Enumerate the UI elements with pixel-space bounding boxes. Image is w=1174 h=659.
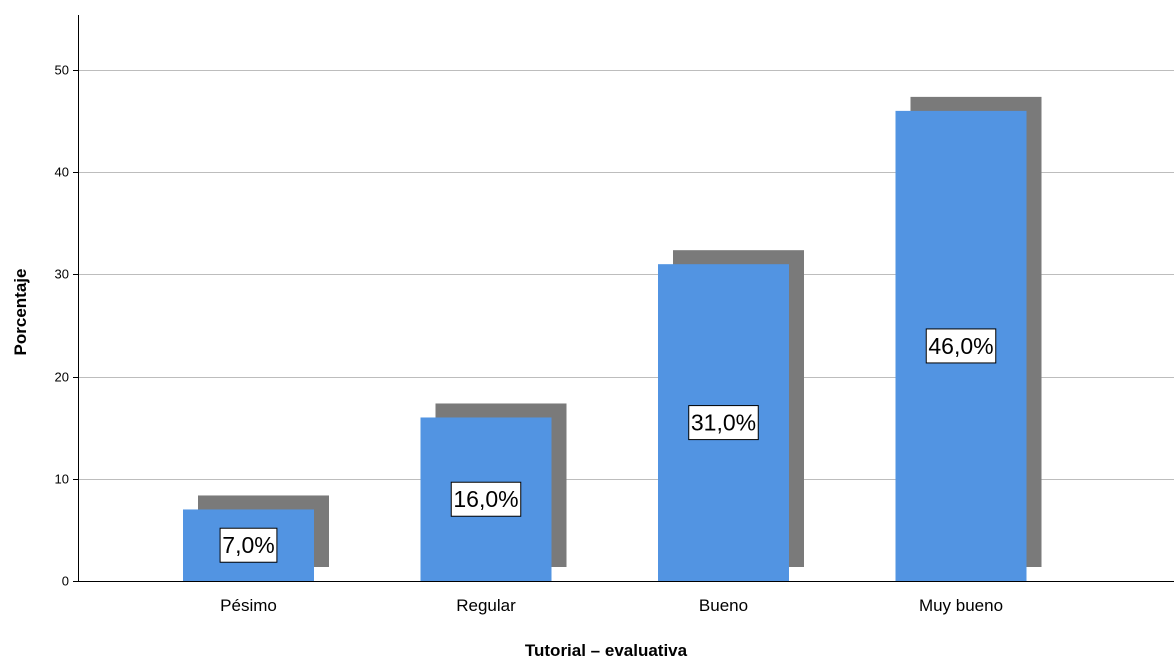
y-axis-ticks: 0 10 20 30 40 50 (55, 63, 78, 589)
x-category-label: Pésimo (220, 596, 277, 615)
y-axis-title: Porcentaje (11, 269, 30, 356)
bars: 7,0% 16,0% 31,0% 46,0% (183, 97, 1042, 581)
x-category-label: Regular (456, 596, 516, 615)
y-tick-label: 40 (55, 165, 69, 180)
y-tick-label: 50 (55, 63, 69, 78)
data-label: 46,0% (926, 329, 996, 363)
data-label-text: 7,0% (222, 532, 274, 558)
x-axis-category-labels: Pésimo Regular Bueno Muy bueno (220, 596, 1003, 615)
bar-group: 46,0% (896, 97, 1042, 581)
bar-group: 16,0% (421, 403, 567, 581)
data-label: 16,0% (451, 482, 521, 516)
y-tick-label: 20 (55, 370, 69, 385)
y-tick-label: 30 (55, 267, 69, 282)
x-axis-title: Tutorial – evaluativa (525, 641, 688, 659)
data-label-text: 31,0% (691, 410, 756, 436)
x-category-label: Bueno (699, 596, 748, 615)
data-label: 31,0% (689, 406, 759, 440)
bar-group: 31,0% (658, 250, 804, 581)
x-category-label: Muy bueno (919, 596, 1003, 615)
bar-group: 7,0% (183, 495, 329, 581)
data-label-text: 46,0% (928, 333, 993, 359)
data-label: 7,0% (220, 528, 277, 562)
y-tick-label: 10 (55, 472, 69, 487)
y-tick-label: 0 (62, 574, 69, 589)
data-label-text: 16,0% (453, 486, 518, 512)
